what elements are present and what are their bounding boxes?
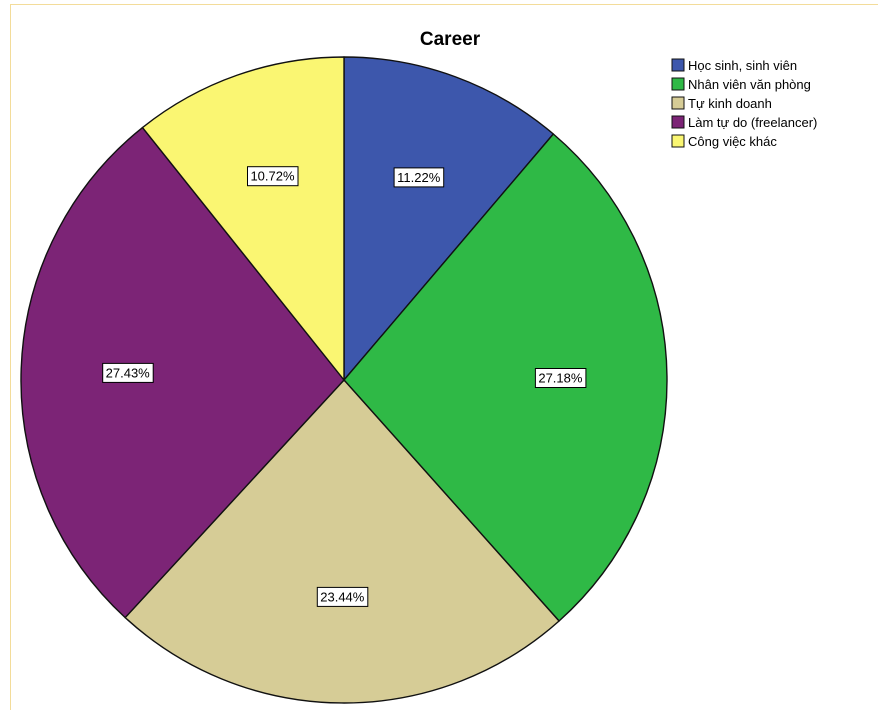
legend-swatch (671, 115, 685, 129)
legend-label: Tự kinh doanh (688, 96, 772, 111)
chart-title: Career (420, 29, 481, 50)
legend-item-nhan-vien-van-phong: Nhân viên văn phòng (671, 77, 811, 92)
pie-slice-labels: 11.22% 27.18% 23.44% 27.43% 10.72% (102, 166, 587, 607)
legend-item-lam-tu-do-freelancer: Làm tự do (freelancer) (671, 115, 817, 130)
legend-swatch (671, 134, 685, 148)
slice-label-text: 11.22% (397, 170, 441, 185)
slice-label-lam-tu-do-freelancer: 27.43% (102, 362, 154, 383)
legend-label: Học sinh, sinh viên (688, 58, 797, 73)
pie-slice-lam-tu-do-freelancer (20, 126, 345, 619)
legend-swatch (671, 77, 685, 91)
legend: Học sinh, sinh viên Nhân viên văn phòng Tự… (671, 58, 817, 149)
pie-slices (20, 56, 668, 704)
slice-label-text: 10.72% (250, 169, 295, 184)
pie-slice-tu-kinh-doanh (124, 379, 560, 704)
slice-label-box (102, 362, 154, 383)
legend-item-tu-kinh-doanh: Tự kinh doanh (671, 96, 772, 111)
slice-label-tu-kinh-doanh: 23.44% (316, 586, 369, 607)
legend-item-cong-viec-khac: Công việc khác (671, 134, 777, 149)
slice-label-box (247, 166, 299, 187)
legend-label: Làm tự do (freelancer) (688, 115, 817, 130)
slice-label-text: 27.43% (106, 365, 151, 380)
slice-label-text: 27.18% (538, 371, 583, 386)
legend-label: Công việc khác (688, 134, 777, 149)
legend-label: Nhân viên văn phòng (688, 77, 811, 92)
legend-swatch (671, 58, 685, 72)
pie-slice-nhan-vien-van-phong (343, 133, 668, 622)
slice-label-box (534, 368, 587, 388)
frame-left-border (10, 4, 11, 710)
slice-label-box (316, 586, 369, 607)
frame-top-border (10, 4, 878, 5)
slice-label-nhan-vien-van-phong: 27.18% (534, 368, 587, 388)
slice-label-cong-viec-khac: 10.72% (247, 166, 299, 187)
pie-slice-hoc-sinh-sinh-vien (343, 56, 555, 381)
slice-label-hoc-sinh-sinh-vien: 11.22% (393, 167, 445, 188)
legend-swatch (671, 96, 685, 110)
pie-slice-cong-viec-khac (141, 56, 345, 381)
slice-label-text: 23.44% (320, 589, 365, 604)
legend-item-hoc-sinh-sinh-vien: Học sinh, sinh viên (671, 58, 797, 73)
slice-label-box (393, 167, 445, 188)
